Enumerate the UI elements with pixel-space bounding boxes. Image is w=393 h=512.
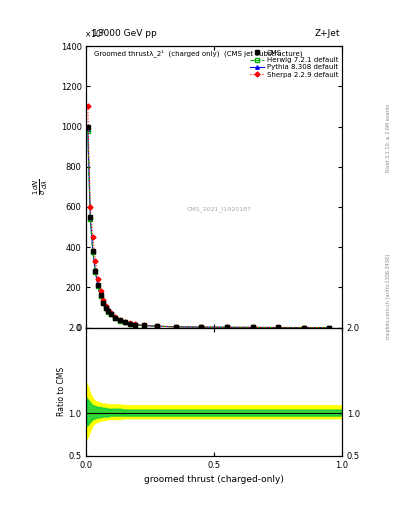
Text: $\frac{1}{\sigma}\frac{dN}{d\lambda}$: $\frac{1}{\sigma}\frac{dN}{d\lambda}$ [31, 178, 50, 196]
Text: Z+Jet: Z+Jet [314, 29, 340, 38]
Text: CMS_2021_I1920187: CMS_2021_I1920187 [187, 206, 252, 212]
Y-axis label: Ratio to CMS: Ratio to CMS [57, 367, 66, 416]
Text: Rivet 3.1.10, ≥ 2.6M events: Rivet 3.1.10, ≥ 2.6M events [386, 104, 391, 173]
Text: Groomed thrustλ_2¹  (charged only)  (CMS jet substructure): Groomed thrustλ_2¹ (charged only) (CMS j… [94, 49, 303, 57]
Legend: CMS, Herwig 7.2.1 default, Pythia 8.308 default, Sherpa 2.2.9 default: CMS, Herwig 7.2.1 default, Pythia 8.308 … [250, 50, 338, 78]
X-axis label: groomed thrust (charged-only): groomed thrust (charged-only) [144, 475, 284, 484]
Text: mcplots.cern.ch [arXiv:1306.3436]: mcplots.cern.ch [arXiv:1306.3436] [386, 254, 391, 339]
Text: 13000 GeV pp: 13000 GeV pp [92, 29, 157, 38]
Text: $\times10^{2}$: $\times10^{2}$ [84, 28, 105, 40]
